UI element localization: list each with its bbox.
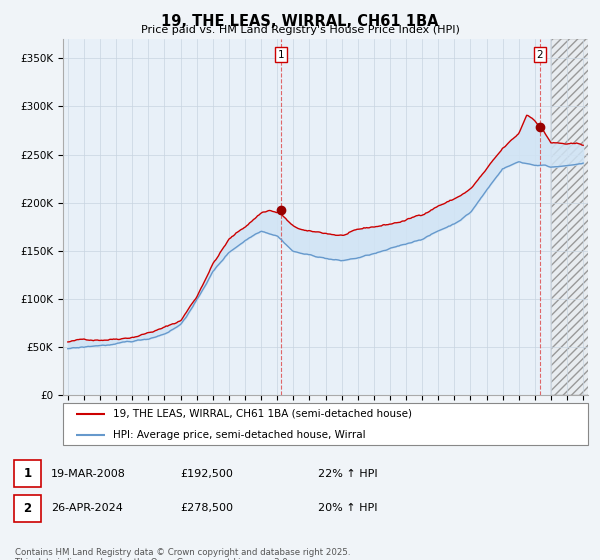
Text: 22% ↑ HPI: 22% ↑ HPI — [318, 469, 377, 479]
Text: 19-MAR-2008: 19-MAR-2008 — [51, 469, 126, 479]
Text: 19, THE LEAS, WIRRAL, CH61 1BA (semi-detached house): 19, THE LEAS, WIRRAL, CH61 1BA (semi-det… — [113, 409, 412, 419]
Text: 26-APR-2024: 26-APR-2024 — [51, 503, 123, 514]
Text: 1: 1 — [23, 467, 32, 480]
Text: 20% ↑ HPI: 20% ↑ HPI — [318, 503, 377, 514]
Bar — [551, 39, 599, 395]
Text: Contains HM Land Registry data © Crown copyright and database right 2025.
This d: Contains HM Land Registry data © Crown c… — [15, 548, 350, 560]
Bar — [551, 39, 599, 395]
Text: £278,500: £278,500 — [180, 503, 233, 514]
Text: HPI: Average price, semi-detached house, Wirral: HPI: Average price, semi-detached house,… — [113, 430, 365, 440]
Text: 1: 1 — [277, 50, 284, 60]
Text: 2: 2 — [536, 50, 544, 60]
Text: Price paid vs. HM Land Registry's House Price Index (HPI): Price paid vs. HM Land Registry's House … — [140, 25, 460, 35]
Text: £192,500: £192,500 — [180, 469, 233, 479]
Text: 19, THE LEAS, WIRRAL, CH61 1BA: 19, THE LEAS, WIRRAL, CH61 1BA — [161, 14, 439, 29]
Text: 2: 2 — [23, 502, 32, 515]
FancyBboxPatch shape — [63, 403, 588, 445]
Bar — [551, 39, 599, 395]
